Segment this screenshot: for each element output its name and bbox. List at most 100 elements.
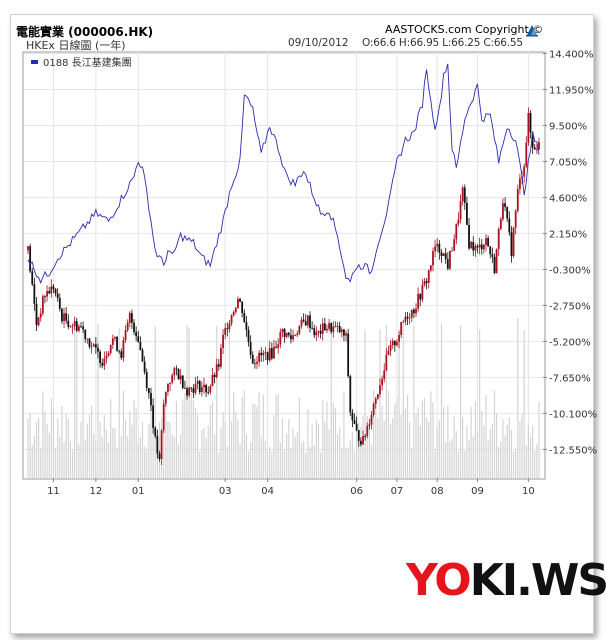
- candle-body: [290, 335, 292, 340]
- volume-bar: [366, 416, 368, 478]
- volume-bar: [52, 406, 55, 478]
- candle-body: [330, 323, 333, 332]
- candle-body: [417, 293, 420, 309]
- price-candles: [27, 107, 540, 465]
- candle-body: [88, 338, 91, 347]
- candle-body: [504, 203, 506, 208]
- volume-bar: [489, 428, 491, 478]
- brand-part2: KI.WS: [469, 555, 606, 606]
- candle-body: [364, 435, 367, 437]
- volume-bar: [510, 429, 513, 478]
- candle-body: [192, 388, 195, 393]
- volume-bar: [317, 423, 320, 478]
- candle-body: [343, 329, 345, 336]
- volume-bar: [107, 442, 110, 478]
- volume-bar: [442, 406, 445, 478]
- volume-bar: [347, 448, 349, 478]
- candle-body: [128, 313, 131, 323]
- candle-body: [400, 321, 403, 335]
- candle-body: [260, 352, 263, 356]
- candle-body: [217, 364, 220, 367]
- candle-body: [332, 326, 335, 332]
- volume-bar: [182, 399, 184, 478]
- volume-bar: [252, 403, 254, 478]
- volume-bar: [54, 447, 57, 478]
- candle-body: [169, 382, 171, 384]
- copyright-text: AASTOCKS.com Copyright ©: [385, 23, 544, 36]
- candle-body: [73, 321, 76, 327]
- candle-body: [296, 333, 299, 336]
- volume-bar: [124, 420, 127, 478]
- volume-bar: [360, 426, 362, 478]
- candle-body: [499, 219, 502, 229]
- candle-body: [383, 370, 386, 379]
- volume-bar: [110, 398, 112, 478]
- volume-bar: [320, 452, 322, 478]
- candle-body: [472, 241, 475, 251]
- candle-body: [419, 293, 422, 300]
- candle-body: [328, 323, 330, 329]
- candle-body: [440, 252, 443, 257]
- x-tick-label: 03: [219, 486, 232, 497]
- candle-body: [429, 265, 432, 271]
- volume-bar: [423, 398, 426, 478]
- volume-bar: [78, 444, 80, 478]
- candle-body: [120, 351, 123, 358]
- volume-bar: [415, 414, 417, 478]
- candle-body: [179, 375, 182, 380]
- volume-bar: [491, 423, 493, 478]
- candle-body: [226, 328, 229, 330]
- volume-bar: [387, 390, 390, 478]
- candle-body: [158, 453, 161, 459]
- volume-bar: [430, 391, 432, 478]
- volume-bar: [84, 439, 86, 478]
- volume-bar: [481, 411, 483, 478]
- candle-body: [67, 320, 70, 327]
- candle-body: [468, 224, 470, 249]
- volume-bar: [163, 422, 165, 478]
- candle-body: [487, 238, 490, 247]
- candle-body: [376, 394, 379, 399]
- candle-body: [264, 352, 267, 354]
- candle-body: [71, 326, 74, 327]
- volume-bar: [209, 404, 211, 478]
- volume-bar: [385, 325, 387, 478]
- volume-bar: [315, 419, 317, 478]
- volume-bar: [129, 410, 131, 478]
- candle-body: [145, 372, 148, 389]
- volume-bar: [381, 405, 383, 478]
- volume-bar: [273, 415, 275, 478]
- candle-body: [349, 376, 352, 413]
- volume-bar: [188, 328, 190, 478]
- volume-bar: [532, 425, 534, 478]
- volume-bar: [447, 405, 449, 478]
- y-tick-label: 7.050%: [549, 157, 587, 168]
- volume-bar: [411, 447, 413, 478]
- candle-body: [103, 358, 106, 366]
- candle-body: [485, 238, 487, 245]
- volume-bar: [406, 394, 409, 478]
- volume-bar: [281, 418, 284, 478]
- y-tick-label: -0.300%: [549, 265, 591, 276]
- candle-body: [423, 281, 426, 286]
- chart-title: 電能實業 (000006.HK): [16, 25, 154, 39]
- candle-body: [357, 430, 360, 441]
- volume-bar: [254, 404, 256, 478]
- volume-bar: [220, 427, 222, 478]
- volume-bar: [86, 423, 88, 478]
- candle-body: [90, 346, 93, 348]
- candle-body: [340, 329, 343, 333]
- candle-body: [457, 219, 460, 224]
- candle-body: [396, 341, 398, 346]
- volume-bar: [69, 440, 72, 478]
- candle-body: [256, 361, 258, 364]
- candle-body: [387, 350, 390, 355]
- candle-body: [336, 325, 339, 327]
- volume-bar: [453, 416, 455, 478]
- volume-bar: [529, 437, 532, 478]
- volume-bar: [455, 430, 457, 478]
- x-tick-label: 01: [132, 486, 145, 497]
- volume-bar: [485, 394, 487, 478]
- volume-bar: [243, 390, 245, 478]
- candle-body: [194, 384, 197, 393]
